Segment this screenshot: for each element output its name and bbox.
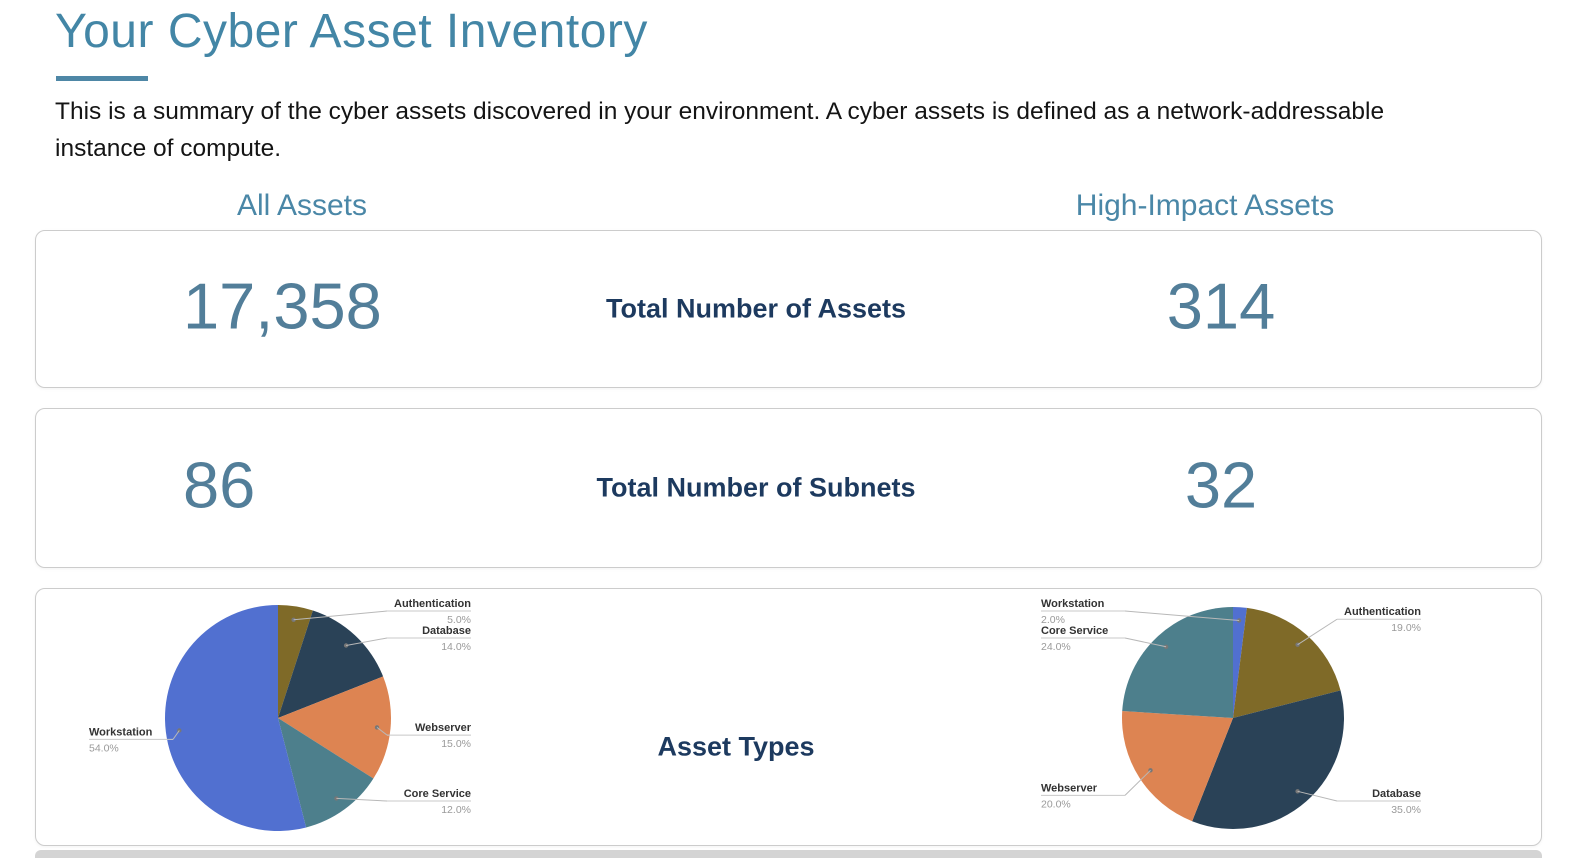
card-total-assets: 17,358 Total Number of Assets 314 <box>35 230 1542 388</box>
pie-slice-core-service <box>1122 607 1233 718</box>
leader-line <box>1124 610 1240 621</box>
leader-dot <box>343 643 349 648</box>
pie-label-pct: 35.0% <box>1391 804 1421 816</box>
value-all-assets-total: 17,358 <box>183 269 382 343</box>
leader-line <box>376 727 388 736</box>
leader-line <box>293 610 388 621</box>
leader-line <box>172 730 180 740</box>
pie-chart-high-impact-assets: Workstation 2.0% Authentication 19.0% Databa… <box>1041 598 1421 830</box>
pie-label-name: Core Service <box>404 788 471 800</box>
value-high-impact-total: 314 <box>1166 269 1276 343</box>
leader-dot <box>1163 644 1169 649</box>
pie-label-name: Authentication <box>394 598 471 610</box>
pie-slice-webserver <box>1122 711 1233 822</box>
pie-label-name: Workstation <box>89 726 153 738</box>
pie-slice-authentication <box>278 605 313 718</box>
leader-line <box>1297 790 1338 802</box>
card-total-subnets: 86 Total Number of Subnets 32 <box>35 408 1542 568</box>
pie-label-name: Webserver <box>415 722 472 734</box>
value-all-subnets-total: 86 <box>183 448 256 522</box>
next-section-edge <box>35 850 1542 858</box>
leader-dot <box>334 796 339 801</box>
pie-label-pct: 19.0% <box>1391 622 1421 634</box>
pie-slice-webserver <box>278 676 391 779</box>
pie-slice-database <box>1192 690 1344 830</box>
pie-slice-workstation <box>1233 607 1247 718</box>
pie-label-name: Database <box>422 625 471 637</box>
page-subtitle: This is a summary of the cyber assets di… <box>55 98 1385 162</box>
leader-line <box>1124 637 1167 648</box>
pie-slice-workstation <box>164 605 307 831</box>
pie-label-pct: 14.0% <box>441 641 471 653</box>
pie-label-pct: 15.0% <box>441 738 471 750</box>
pie-label-name: Core Service <box>1041 625 1108 637</box>
pie-label-pct: 12.0% <box>441 804 471 816</box>
column-header-all-assets: All Assets <box>236 189 368 222</box>
pie-label-name: Database <box>1372 788 1421 800</box>
title-underline <box>56 76 148 81</box>
leader-line <box>1297 618 1338 646</box>
label-total-assets: Total Number of Assets <box>605 293 907 324</box>
pie-label-pct: 5.0% <box>447 614 471 626</box>
leader-line <box>346 637 388 646</box>
pie-slice-database <box>278 610 384 718</box>
pie-chart-all-assets: Authentication 5.0%Database 14.0% Webserver… <box>89 598 472 831</box>
pie-label-pct: 20.0% <box>1041 798 1071 810</box>
label-total-subnets: Total Number of Subnets <box>596 472 916 503</box>
page-title: Your Cyber Asset Inventory <box>55 5 648 58</box>
pie-label-name: Webserver <box>1041 782 1098 794</box>
leader-dot <box>1236 618 1242 623</box>
pie-label-pct: 24.0% <box>1041 641 1071 653</box>
leader-line <box>336 797 388 802</box>
value-high-impact-subnets: 32 <box>1184 448 1258 522</box>
leader-line <box>1124 769 1151 796</box>
pie-label-name: Workstation <box>1041 598 1105 610</box>
card-asset-types: Authentication 5.0% Database 14.0% Webserver… <box>35 588 1542 846</box>
pie-slice-authentication <box>1233 607 1341 718</box>
pie-slice-core-service <box>278 718 374 828</box>
column-header-high-impact-assets: High-Impact Assets <box>1075 189 1335 222</box>
pie-label-pct: 54.0% <box>89 742 119 754</box>
pie-label-pct: 2.0% <box>1041 614 1065 626</box>
pie-label-name: Authentication <box>1344 606 1421 618</box>
label-asset-types: Asset Types <box>657 731 815 762</box>
